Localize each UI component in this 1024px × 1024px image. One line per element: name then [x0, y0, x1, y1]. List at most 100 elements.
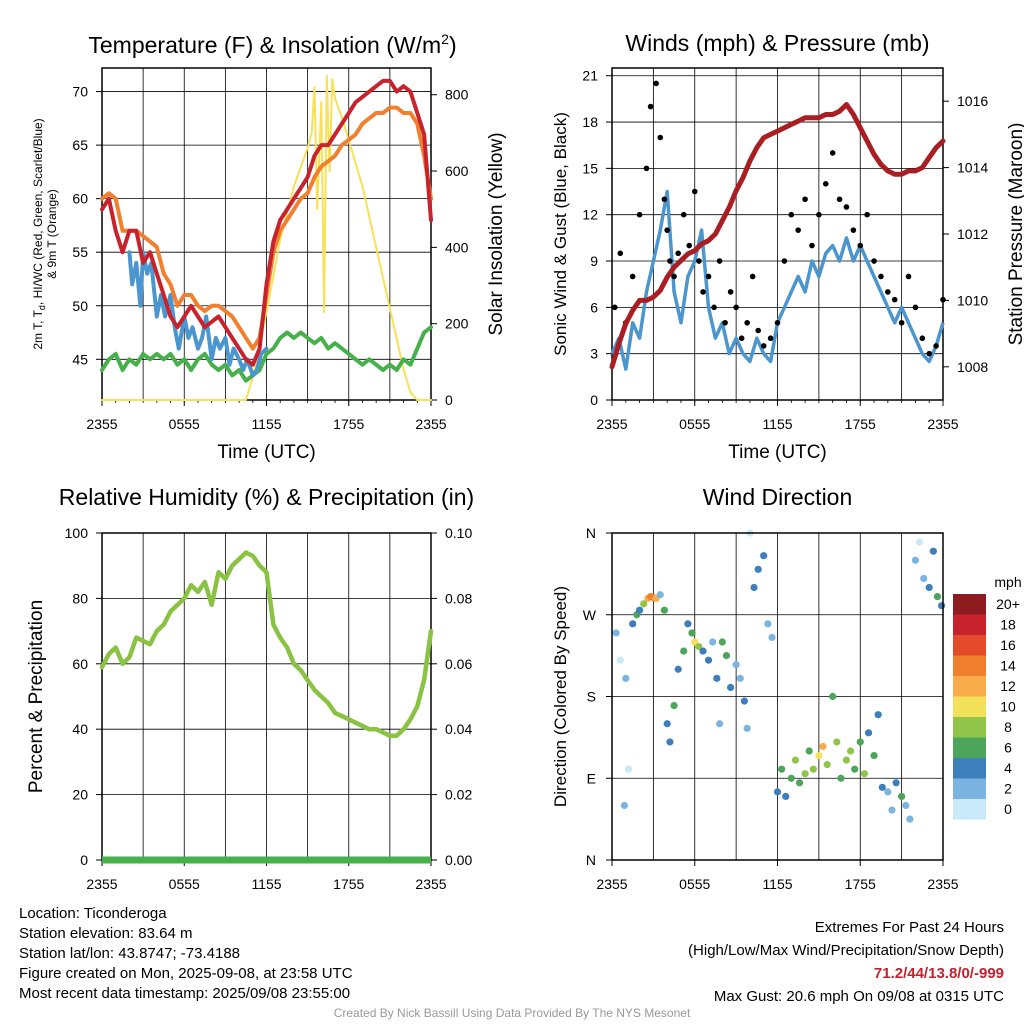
direction-point [684, 620, 692, 628]
y-tick-label: 80 [72, 590, 88, 606]
gust-point [885, 289, 891, 295]
x-tick-label: 0555 [169, 876, 200, 892]
colorbar-title: mph [994, 574, 1021, 590]
gust-point [686, 242, 693, 249]
gust-point [755, 327, 761, 334]
direction-point [801, 770, 809, 778]
y-tick-label: 20 [72, 787, 88, 803]
y-tick-label: 65 [72, 137, 88, 153]
y-tick-label: 60 [72, 191, 88, 207]
x-axis-label: Time (UTC) [728, 442, 827, 463]
y-axis-label: Sonic Wind & Gust (Blue, Black) [551, 112, 570, 356]
direction-point [622, 674, 630, 682]
colorbar-swatch [953, 758, 986, 779]
colorbar-label: 6 [1004, 740, 1012, 756]
direction-point [715, 720, 724, 728]
series-station-pressure [609, 102, 946, 370]
y-axis-label: Percent & Precipitation [26, 600, 47, 793]
station-latlon: Station lat/lon: 43.8747; -73.4188 [19, 945, 241, 962]
direction-point [860, 770, 868, 778]
gust-point [705, 273, 712, 280]
gust-point [878, 273, 884, 280]
y2-tick-label: 1008 [957, 359, 988, 375]
series-hi-wc [127, 250, 269, 378]
direction-point [938, 602, 946, 610]
y2-tick-label: 0 [445, 392, 453, 408]
y2-tick-label: 1016 [957, 93, 988, 109]
direction-point [920, 574, 928, 583]
direction-point [624, 765, 633, 773]
y-axis-label: Direction (Colored By Speed) [551, 586, 570, 807]
y2-tick-label: 1010 [957, 292, 988, 308]
y-tick-label: 12 [582, 207, 598, 223]
y-tick-label: W [583, 607, 597, 623]
gust-point [664, 227, 670, 233]
direction-point [884, 788, 892, 796]
y-tick-label: E [587, 770, 596, 786]
gust-point [653, 80, 659, 87]
direction-point [656, 591, 664, 599]
direction-point [616, 656, 624, 664]
y2-tick-label: 0.10 [445, 525, 472, 541]
direction-point [736, 674, 744, 682]
x-tick-label: 2355 [596, 876, 627, 892]
y2-tick-label: 0.04 [445, 721, 472, 737]
direction-point [760, 552, 768, 560]
direction-point [837, 774, 845, 782]
direction-point [892, 779, 900, 787]
x-tick-label: 0555 [169, 416, 200, 432]
colorbar-label: 20+ [996, 596, 1020, 612]
direction-point [663, 720, 671, 728]
colorbar-swatch [953, 594, 986, 615]
plot-frame [101, 67, 432, 401]
gust-point [871, 258, 877, 264]
colorbar-label: 16 [1000, 637, 1016, 653]
direction-point [823, 761, 831, 769]
colorbar-swatch [953, 676, 986, 697]
gust-point [774, 319, 781, 326]
gust-point [850, 227, 857, 233]
direction-point [915, 538, 924, 546]
colorbar-label: 14 [1000, 658, 1016, 674]
direction-point [829, 692, 837, 701]
y2-axis-label: Solar Insolation (Yellow) [486, 132, 507, 335]
gust-point [767, 335, 774, 342]
direction-point [635, 606, 644, 614]
colorbar-label: 0 [1004, 801, 1012, 817]
gust-point [716, 258, 723, 264]
y-tick-label: S [587, 689, 596, 705]
plot-frame [611, 67, 944, 401]
gust-point [691, 188, 698, 195]
colorbar-swatch [953, 737, 986, 758]
direction-point [902, 801, 910, 810]
y-tick-label: 15 [582, 160, 598, 176]
gust-point [636, 211, 643, 218]
gust-point [722, 319, 728, 326]
gust-point [940, 296, 946, 303]
gust-point [617, 250, 624, 257]
y-tick-label: 0 [590, 392, 598, 408]
direction-point [768, 633, 776, 642]
direction-point [695, 642, 703, 651]
direction-point [722, 652, 731, 660]
gust-point [744, 319, 750, 326]
y-tick-label: 6 [590, 299, 598, 315]
series-td [100, 325, 433, 383]
gust-point [643, 165, 650, 172]
colorbar-swatch [953, 614, 986, 635]
gust-point [912, 304, 919, 311]
y-tick-label: N [586, 525, 596, 541]
direction-point [754, 565, 762, 573]
direction-point [704, 656, 713, 664]
x-tick-label: 2355 [927, 876, 958, 892]
figure-created: Figure created on Mon, 2025-09-08, at 23… [19, 965, 353, 982]
gust-point [843, 204, 850, 210]
gust-point [671, 273, 677, 280]
direction-point [688, 629, 696, 637]
y-tick-label: 50 [72, 298, 88, 314]
x-tick-label: 1755 [845, 876, 876, 892]
colorbar-label: 8 [1004, 719, 1012, 735]
gust-point [749, 273, 756, 280]
x-tick-label: 1755 [845, 416, 876, 432]
